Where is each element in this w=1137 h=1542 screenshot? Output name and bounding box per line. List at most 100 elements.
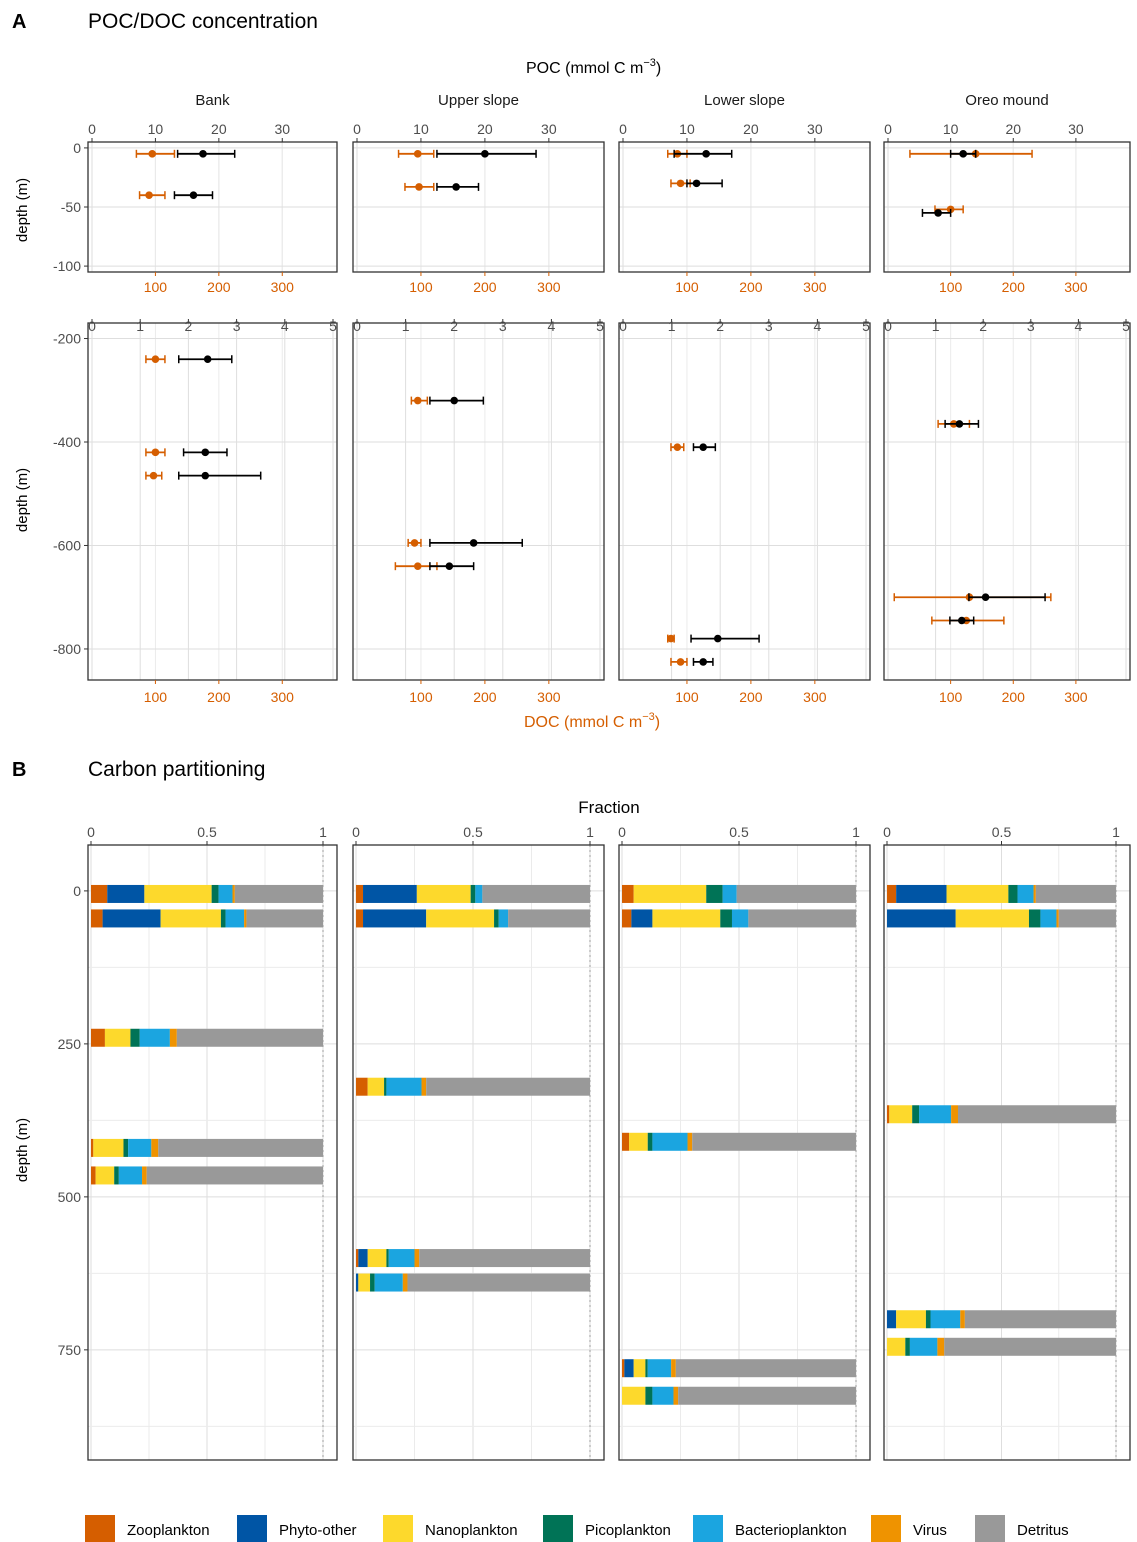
b-upper-slope-bar-picoplankton [494, 909, 499, 928]
site-label-bank: Bank [195, 92, 230, 109]
b-upper-slope-bar-detritus [407, 1273, 590, 1292]
a1-bank-depth-tick-label: -200 [53, 331, 81, 347]
b-bank-fraction-tick-label: 0 [87, 824, 95, 840]
b-upper-slope-bar-picoplankton [370, 1273, 375, 1292]
a0-oreo-mound-poc-point [934, 209, 942, 217]
panel-a-top-ylabel: depth (m) [14, 178, 31, 242]
b-oreo-mound-bar-bacterioplankton [930, 1310, 961, 1329]
a1-bank-poc-tick-label: 3 [233, 318, 241, 334]
b-bank-bar-zooplankton [91, 1028, 105, 1047]
a0-upper-slope-doc-tick-label: 200 [473, 279, 497, 295]
b-lower-slope-bar-zooplankton [622, 884, 634, 903]
b-upper-slope-bar-phyto-other [356, 1273, 359, 1292]
b-oreo-mound-bar-detritus [964, 1310, 1116, 1329]
a1-upper-slope-poc-tick-label: 4 [548, 318, 556, 334]
legend-label-detritus: Detritus [1017, 1522, 1069, 1539]
a0-upper-slope-frame [352, 141, 605, 273]
b-upper-slope-bar-phyto-other [358, 1249, 368, 1268]
a1-upper-slope-poc-tick-label: 2 [450, 318, 458, 334]
panel-b-letter: B [12, 759, 26, 781]
a1-upper-slope-frame [352, 322, 605, 681]
b-oreo-mound-bar-nanoplankton [887, 1337, 906, 1356]
a0-bank-poc-point [189, 191, 198, 199]
a1-lower-slope-poc-tick-label: 4 [814, 318, 822, 334]
a1-oreo-mound-doc-tick-label: 100 [939, 689, 963, 705]
a1-lower-slope-doc-point [673, 443, 682, 451]
a1-lower-slope-doc-point [667, 634, 675, 643]
a1-bank-doc-tick-label: 200 [207, 689, 231, 705]
a1-upper-slope-poc-tick-label: 0 [353, 318, 361, 334]
b-oreo-mound-bar-bacterioplankton [1017, 884, 1034, 903]
a1-upper-slope-poc-point [450, 396, 459, 405]
a1-lower-slope-poc-tick-label: 5 [862, 318, 870, 334]
a0-lower-slope-doc-tick-label: 200 [739, 279, 763, 295]
a0-lower-slope-poc-tick-label: 20 [743, 121, 759, 137]
b-upper-slope-bar-zooplankton [356, 884, 364, 903]
b-upper-slope-bar-picoplankton [384, 1077, 387, 1096]
b-oreo-mound-bar-virus [951, 1105, 958, 1124]
b-upper-slope-bar-bacterioplankton [498, 909, 509, 928]
legend-swatch-detritus [975, 1515, 1005, 1542]
b-oreo-mound-bar-detritus [944, 1337, 1116, 1356]
b-upper-slope-bar-nanoplankton [367, 1077, 385, 1096]
b-bank-bar-detritus [246, 909, 323, 928]
b-oreo-mound-bar-virus [1056, 909, 1059, 928]
a0-oreo-mound-poc-tick-label: 0 [884, 121, 892, 137]
b-bank-bar-detritus [146, 1166, 323, 1185]
a0-bank-doc-point [148, 150, 157, 158]
a1-bank-poc-tick-label: 0 [88, 318, 96, 334]
b-lower-slope-bar-detritus [675, 1359, 856, 1378]
b-oreo-mound-bar-bacterioplankton [909, 1337, 938, 1356]
a0-lower-slope-poc-tick-label: 0 [619, 121, 627, 137]
a1-upper-slope-poc-point [445, 562, 454, 570]
a0-bank-depth-tick-label: 0 [73, 140, 81, 156]
a0-upper-slope-poc-tick-label: 10 [413, 121, 429, 137]
b-bank-frame [87, 844, 338, 1461]
b-upper-slope-bar-bacterioplankton [388, 1249, 415, 1268]
b-upper-slope-bar-detritus [419, 1249, 590, 1268]
a1-bank-poc-tick-label: 2 [185, 318, 193, 334]
b-upper-slope-bar-zooplankton [356, 1249, 359, 1268]
b-bank-bar-zooplankton [91, 909, 103, 928]
b-bank-fraction-tick-label: 1 [319, 824, 327, 840]
b-oreo-mound-frame [883, 844, 1131, 1461]
a1-bank-poc-point [201, 448, 210, 457]
b-upper-slope-bar-phyto-other [363, 909, 427, 928]
b-bank-bar-virus [151, 1138, 159, 1157]
b-bank-fraction-tick-label: 0.5 [197, 824, 217, 840]
b-lower-slope-fraction-tick-label: 1 [852, 824, 860, 840]
b-upper-slope-bar-bacterioplankton [475, 884, 483, 903]
b-oreo-mound-bar-nanoplankton [946, 884, 1009, 903]
b-upper-slope-fraction-tick-label: 0.5 [463, 824, 483, 840]
b-upper-slope-bar-zooplankton [356, 1077, 368, 1096]
a1-oreo-mound-poc-point [957, 616, 966, 625]
a1-upper-slope-doc-point [413, 562, 422, 570]
a1-lower-slope-doc-tick-label: 300 [803, 689, 827, 705]
a0-upper-slope-doc-point [413, 150, 422, 158]
b-oreo-mound-bar-picoplankton [912, 1105, 920, 1124]
b-lower-slope-bar-nanoplankton [652, 909, 721, 928]
a0-upper-slope-doc-tick-label: 300 [537, 279, 561, 295]
a0-lower-slope-poc-point [702, 150, 710, 158]
a1-upper-slope-doc-point [413, 396, 422, 405]
b-oreo-mound-bar-nanoplankton [955, 909, 1029, 928]
b-bank-bar-nanoplankton [144, 884, 212, 903]
a0-bank-poc-tick-label: 30 [274, 121, 290, 137]
b-oreo-mound-bar-nanoplankton [889, 1105, 913, 1124]
a1-upper-slope-poc-tick-label: 3 [499, 318, 507, 334]
a0-bank-doc-tick-label: 100 [144, 279, 168, 295]
b-lower-slope-bar-nanoplankton [633, 1359, 646, 1378]
b-lower-slope-bar-phyto-other [631, 909, 653, 928]
a0-bank-doc-tick-label: 300 [271, 279, 295, 295]
b-lower-slope-bar-bacterioplankton [731, 909, 749, 928]
b-bank-bar-phyto-other [102, 909, 161, 928]
b-lower-slope-fraction-tick-label: 0 [618, 824, 626, 840]
legend: Zooplankton Phyto-other Nanoplankton Picopl… [85, 1515, 1069, 1542]
b-lower-slope-bar-phyto-other [624, 1359, 634, 1378]
b-lower-slope-bar-nanoplankton [633, 884, 707, 903]
b-upper-slope-bar-nanoplankton [358, 1273, 371, 1292]
fraction-axis-label: Fraction [578, 798, 639, 817]
b-oreo-mound-bar-nanoplankton [896, 1310, 926, 1329]
b-upper-slope-bar-nanoplankton [367, 1249, 387, 1268]
